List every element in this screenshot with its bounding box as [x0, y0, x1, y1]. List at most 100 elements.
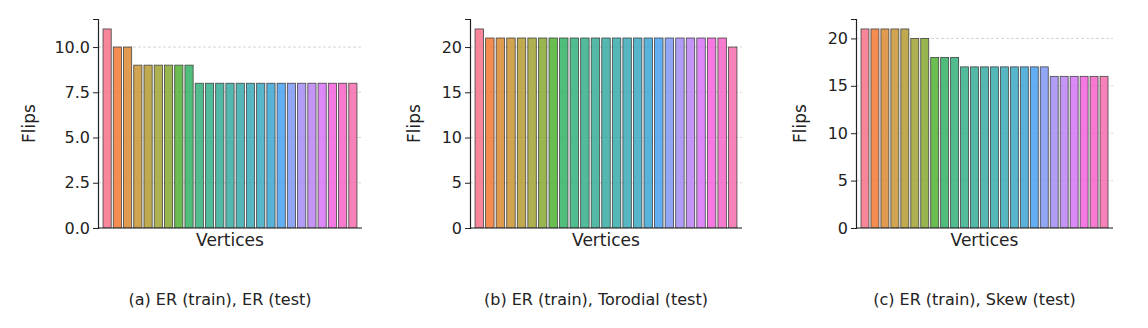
- bar: [1100, 76, 1108, 228]
- bar: [941, 57, 949, 228]
- bar: [195, 83, 203, 228]
- bar: [931, 57, 939, 228]
- bar: [665, 38, 673, 228]
- bar: [1070, 76, 1078, 228]
- x-axis-line: [98, 227, 362, 228]
- bar: [236, 83, 244, 228]
- bar: [1020, 67, 1028, 228]
- bar: [591, 38, 599, 228]
- bar: [871, 29, 879, 228]
- y-axis: 05101520: [442, 20, 471, 238]
- bar: [644, 38, 652, 228]
- y-tick-label: 20: [828, 29, 848, 48]
- y-tick-label: 10: [828, 124, 848, 143]
- bar: [1080, 76, 1088, 228]
- bar: [298, 83, 306, 228]
- bar: [205, 83, 213, 228]
- y-tick: 5.0: [65, 128, 98, 147]
- bars: [475, 29, 737, 228]
- bar: [623, 38, 631, 228]
- bar: [861, 29, 869, 228]
- bar: [697, 38, 705, 228]
- bar: [226, 83, 234, 228]
- bar: [349, 83, 357, 228]
- caption: (b) ER (train), Torodial (test): [484, 290, 708, 309]
- bar: [318, 83, 326, 228]
- bar: [1060, 76, 1068, 228]
- grid-line: [856, 228, 1113, 229]
- grid-line: [470, 228, 742, 229]
- bar: [277, 83, 285, 228]
- x-axis: [98, 228, 362, 229]
- bar: [1010, 67, 1018, 228]
- bar: [154, 65, 162, 228]
- y-tick-mark: [465, 92, 470, 93]
- y-tick-mark: [851, 181, 856, 182]
- bar: [486, 38, 494, 228]
- y-tick-mark: [465, 228, 470, 229]
- bar: [612, 38, 620, 228]
- y-axis: 0.02.55.07.510.0: [54, 20, 98, 238]
- x-axis-title: Vertices: [572, 230, 640, 250]
- bar: [971, 67, 979, 228]
- y-tick: 0: [452, 219, 470, 238]
- y-axis: 05101520: [828, 20, 857, 238]
- y-tick-mark: [93, 138, 98, 139]
- bar: [103, 29, 111, 228]
- bar: [538, 38, 546, 228]
- y-tick: 0.0: [65, 219, 98, 238]
- y-tick-mark: [851, 228, 856, 229]
- bar: [328, 83, 336, 228]
- y-tick: 15: [442, 83, 470, 102]
- bar: [655, 38, 663, 228]
- panel: 05101520VerticesFlips(c) ER (train), Ske…: [790, 20, 1113, 310]
- y-tick: 10: [442, 128, 470, 147]
- y-axis-title: Flips: [790, 104, 810, 143]
- y-tick-mark: [465, 47, 470, 48]
- y-axis-title: Flips: [19, 104, 39, 143]
- x-axis: [856, 228, 1113, 229]
- bar: [185, 65, 193, 228]
- y-tick-label: 10.0: [54, 38, 90, 57]
- caption: (c) ER (train), Skew (test): [873, 290, 1076, 309]
- y-tick-label: 5.0: [65, 128, 90, 147]
- x-axis-line: [856, 227, 1113, 228]
- bar: [113, 47, 121, 228]
- x-axis: [470, 228, 742, 229]
- y-axis-line: [93, 20, 99, 229]
- y-tick-mark: [465, 138, 470, 139]
- y-tick-mark: [93, 92, 98, 93]
- bar: [881, 29, 889, 228]
- x-axis-title: Vertices: [951, 230, 1019, 250]
- bar: [507, 38, 515, 228]
- bars: [861, 29, 1108, 228]
- y-tick-mark: [851, 133, 856, 134]
- bar: [891, 29, 899, 228]
- bar: [246, 83, 254, 228]
- bar: [496, 38, 504, 228]
- bar: [1030, 67, 1038, 228]
- bar: [602, 38, 610, 228]
- bar: [728, 47, 736, 228]
- bar: [528, 38, 536, 228]
- bar: [134, 65, 142, 228]
- bar: [921, 38, 929, 228]
- bar: [1050, 76, 1058, 228]
- figure: 0.02.55.07.510.0VerticesFlips(a) ER (tra…: [0, 0, 1148, 328]
- bar: [267, 83, 275, 228]
- y-tick: 20: [442, 38, 470, 57]
- y-axis-title: Flips: [404, 104, 424, 143]
- grid-line: [98, 47, 362, 48]
- bar: [686, 38, 694, 228]
- y-tick-label: 5: [838, 171, 848, 190]
- bar: [676, 38, 684, 228]
- bar: [570, 38, 578, 228]
- x-axis-title: Vertices: [196, 230, 264, 250]
- bar: [581, 38, 589, 228]
- y-tick-mark: [93, 47, 98, 48]
- y-tick: 10.0: [54, 38, 98, 57]
- bar: [216, 83, 224, 228]
- y-tick-label: 20: [442, 38, 462, 57]
- bar: [718, 38, 726, 228]
- bars: [103, 29, 357, 228]
